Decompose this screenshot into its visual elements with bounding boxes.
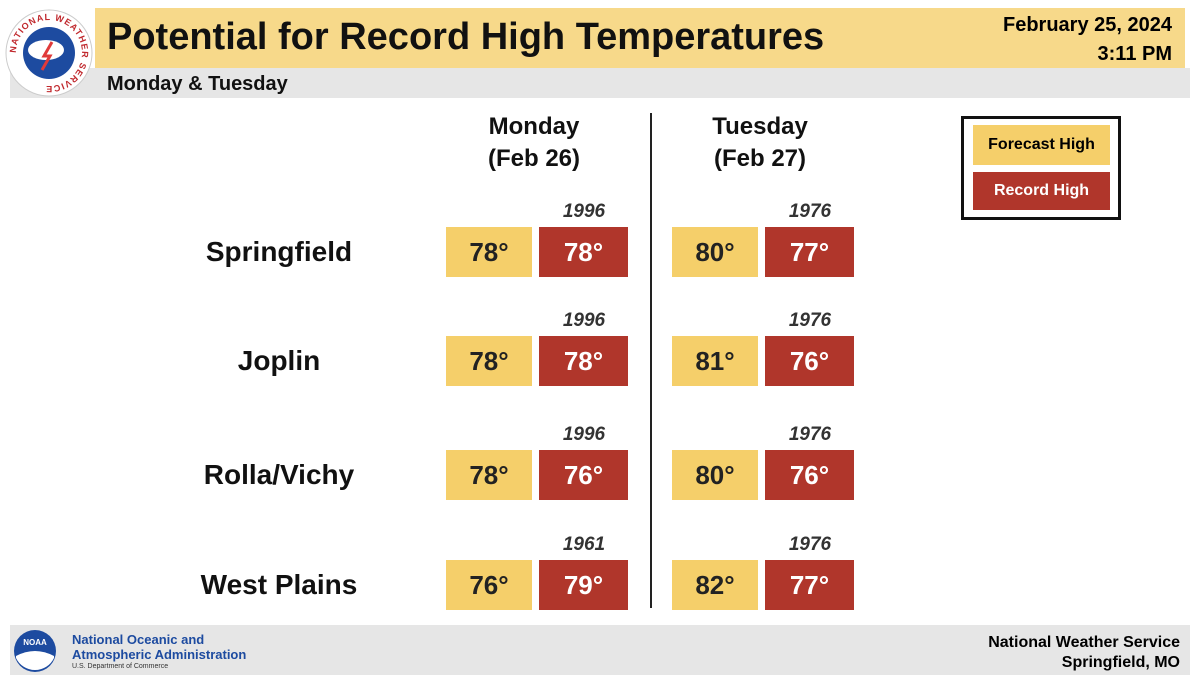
header-band xyxy=(95,8,1185,68)
record-high: 76° xyxy=(765,450,854,500)
record-high: 78° xyxy=(539,336,628,386)
footer-band xyxy=(10,625,1190,675)
record-high: 77° xyxy=(765,227,854,277)
day-name: Tuesday xyxy=(712,113,808,140)
city-name: Joplin xyxy=(237,345,321,376)
legend xyxy=(961,116,1121,220)
record-year: 1976 xyxy=(788,534,832,555)
date: February 25, 2024 xyxy=(1003,14,1172,36)
noaa-line1: National Oceanic and xyxy=(72,632,205,647)
divider xyxy=(650,113,652,608)
subheader-band xyxy=(10,68,1190,98)
record-high: 77° xyxy=(765,560,854,610)
city-name: Rolla/Vichy xyxy=(203,459,355,490)
nws-line1: National Weather Service xyxy=(988,634,1180,651)
record-high: 76° xyxy=(539,450,628,500)
nws-line2: Springfield, MO xyxy=(1061,654,1180,671)
forecast-high: 78° xyxy=(446,450,532,500)
noaa-line3: U.S. Department of Commerce xyxy=(72,663,169,670)
forecast-high: 82° xyxy=(672,560,758,610)
record-high: 78° xyxy=(539,227,628,277)
noaa-line2: Atmospheric Administration xyxy=(72,647,247,662)
subtitle: Monday & Tuesday xyxy=(107,73,288,95)
time: 3:11 PM xyxy=(1097,43,1172,65)
day-date: (Feb 26) xyxy=(487,145,580,172)
record-year: 1996 xyxy=(562,310,606,331)
noaa-logo-text: NOAA xyxy=(23,638,47,647)
record-high: 76° xyxy=(765,336,854,386)
nws-logo: NATIONAL WEATHER SERVICE xyxy=(5,9,93,97)
record-year: 1976 xyxy=(788,310,832,331)
legend-record: Record High xyxy=(973,172,1110,210)
forecast-high: 80° xyxy=(672,227,758,277)
record-year: 1976 xyxy=(788,201,832,222)
record-year: 1996 xyxy=(562,424,606,445)
title: Potential for Record High Temperatures xyxy=(107,16,825,58)
noaa-logo: NOAA xyxy=(14,630,56,672)
forecast-high: 80° xyxy=(672,450,758,500)
forecast-high: 76° xyxy=(446,560,532,610)
record-year: 1961 xyxy=(562,534,606,555)
city-name: Springfield xyxy=(205,236,353,267)
record-year: 1996 xyxy=(562,201,606,222)
day-date: (Feb 27) xyxy=(713,145,806,172)
legend-forecast: Forecast High xyxy=(973,125,1110,165)
forecast-high: 78° xyxy=(446,227,532,277)
record-year: 1976 xyxy=(788,424,832,445)
forecast-high: 81° xyxy=(672,336,758,386)
day-name: Monday xyxy=(488,113,580,140)
record-high: 79° xyxy=(539,560,628,610)
city-name: West Plains xyxy=(200,569,358,600)
forecast-high: 78° xyxy=(446,336,532,386)
